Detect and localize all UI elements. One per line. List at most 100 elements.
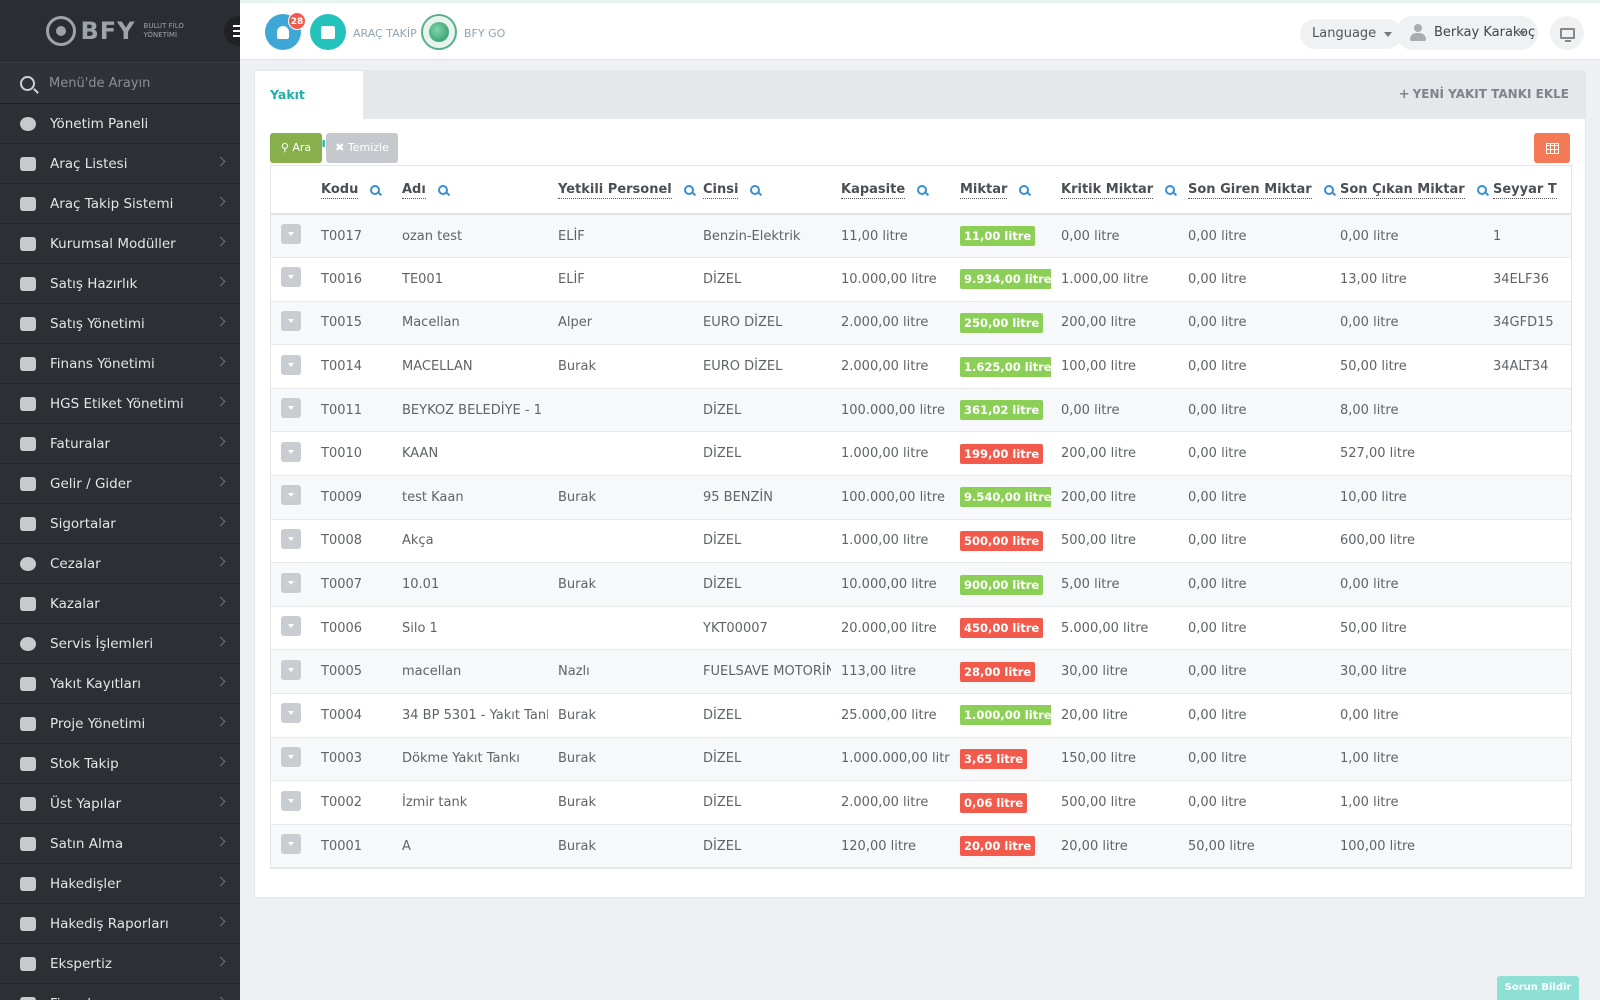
cell-giren: 0,00 litre <box>1178 649 1330 695</box>
expand-row-button[interactable] <box>281 834 301 855</box>
plus-icon: + <box>1398 87 1410 102</box>
sidebar-search[interactable]: Menü'de Arayın <box>0 62 240 104</box>
expand-row-button[interactable] <box>281 616 301 637</box>
clear-button[interactable]: ✖ Temizle <box>326 133 398 163</box>
table-row[interactable]: T0003 Dökme Yakıt Tankı Burak DİZEL 1.000.00… <box>271 737 1571 782</box>
vehicle-tracking-link[interactable]: ARAÇ TAKİP <box>353 27 417 40</box>
table-row[interactable]: T0004 34 BP 5301 - Yakıt Tankı Burak DİZEL 2… <box>271 693 1571 738</box>
column-search-icon[interactable] <box>370 184 381 195</box>
expand-row-button[interactable] <box>281 659 301 680</box>
cell-cikan: 1,00 litre <box>1330 780 1483 825</box>
table-row[interactable]: T0011 BEYKOZ BELEDİYE - 1 DİZEL 100.000,00 … <box>271 388 1571 433</box>
user-menu[interactable]: Berkay Karakoç <box>1396 16 1538 50</box>
expand-row-button[interactable] <box>281 703 301 724</box>
menu-toggle-button[interactable] <box>224 16 240 46</box>
expand-row-button[interactable] <box>281 267 301 288</box>
sidebar-item-9[interactable]: Faturalar <box>0 424 240 464</box>
sidebar-item-15[interactable]: Yakıt Kayıtları <box>0 664 240 704</box>
tab-fuel-tanks[interactable]: Yakıt Tankları <box>255 71 363 150</box>
sidebar-item-10[interactable]: Gelir / Gider <box>0 464 240 504</box>
table-header-cell[interactable]: Miktar <box>950 166 1051 215</box>
expand-row-button[interactable] <box>281 310 301 331</box>
sidebar-item-22[interactable]: Ekspertiz <box>0 944 240 984</box>
column-search-icon[interactable] <box>683 184 694 195</box>
sidebar-item-3[interactable]: Araç Takip Sistemi <box>0 184 240 224</box>
bfy-go-button[interactable] <box>421 14 457 50</box>
table-header-cell[interactable]: Cinsi <box>693 166 831 215</box>
sidebar-item-16[interactable]: Proje Yönetimi <box>0 704 240 744</box>
credit-card-icon <box>20 316 36 331</box>
expand-row-button[interactable] <box>281 572 301 593</box>
sidebar-item-18[interactable]: Üst Yapılar <box>0 784 240 824</box>
sidebar-item-11[interactable]: Sigortalar <box>0 504 240 544</box>
column-search-icon[interactable] <box>1323 184 1334 195</box>
logo[interactable]: BFY BULUT FİLO YÖNETİMİ <box>46 16 193 46</box>
search-button[interactable]: ⚲ Ara <box>270 133 322 163</box>
table-header-cell[interactable]: Son Giren Miktar <box>1178 166 1334 215</box>
columns-button[interactable] <box>1534 133 1570 163</box>
vehicle-tracking-button[interactable] <box>310 14 346 50</box>
column-search-icon[interactable] <box>1165 184 1176 195</box>
table-row[interactable]: T0002 İzmir tank Burak DİZEL 2.000,00 litre 0… <box>271 780 1571 825</box>
chevron-right-icon <box>215 636 226 647</box>
table-row[interactable]: T0005 macellan Nazlı FUELSAVE MOTORİN 113,00… <box>271 649 1571 695</box>
table-row[interactable]: T0009 test Kaan Burak 95 BENZİN 100.000,00 l… <box>271 475 1571 520</box>
column-search-icon[interactable] <box>750 184 761 195</box>
column-search-icon[interactable] <box>437 184 448 195</box>
sidebar-item-2[interactable]: Araç Listesi <box>0 144 240 184</box>
expand-row-button[interactable] <box>281 354 301 375</box>
expand-row-button[interactable] <box>281 224 301 245</box>
sidebar-item-7[interactable]: Finans Yönetimi <box>0 344 240 384</box>
table-header-cell[interactable]: Son Çıkan Miktar <box>1330 166 1487 215</box>
expand-row-button[interactable] <box>281 441 301 462</box>
table-header-cell[interactable]: Seyyar T <box>1483 166 1571 215</box>
table-header-expand <box>271 166 311 215</box>
sidebar-item-8[interactable]: HGS Etiket Yönetimi <box>0 384 240 424</box>
expand-row-button[interactable] <box>281 528 301 549</box>
report-issue-button[interactable]: Sorun Bildir <box>1497 976 1579 1000</box>
column-search-icon[interactable] <box>917 184 928 195</box>
table-row[interactable]: T0016 TE001 ELİF DİZEL 10.000,00 litre 9.934,… <box>271 257 1571 302</box>
expand-row-button[interactable] <box>281 746 301 767</box>
table-row[interactable]: T0014 MACELLAN Burak EURO DİZEL 2.000,00 lit… <box>271 344 1571 389</box>
table-row[interactable]: T0006 Silo 1 YKT00007 20.000,00 litre 450,00… <box>271 606 1571 651</box>
sidebar-item-13[interactable]: Kazalar <box>0 584 240 624</box>
sidebar-item-6[interactable]: Satış Yönetimi <box>0 304 240 344</box>
sidebar-item-23[interactable]: Firmalar <box>0 984 240 1000</box>
sidebar-item-4[interactable]: Kurumsal Modüller <box>0 224 240 264</box>
language-dropdown[interactable]: Language <box>1300 19 1403 49</box>
table-header-cell[interactable]: Adı <box>392 166 548 215</box>
sidebar-item-1[interactable]: Yönetim Paneli <box>0 104 240 144</box>
table-row[interactable]: T0001 A Burak DİZEL 120,00 litre 20,00 litre 2… <box>271 824 1571 868</box>
expand-row-button[interactable] <box>281 790 301 811</box>
sidebar-item-5[interactable]: Satış Hazırlık <box>0 264 240 304</box>
table-header-cell[interactable]: Yetkili Personel <box>548 166 694 215</box>
sidebar-search-input[interactable]: Menü'de Arayın <box>49 75 151 91</box>
sidebar-item-17[interactable]: Stok Takip <box>0 744 240 784</box>
sidebar-menu: Yönetim Paneli Araç Listesi Araç Takip Sis… <box>0 104 240 1000</box>
add-fuel-tank-button[interactable]: + YENİ YAKIT TANKI EKLE <box>1399 87 1569 102</box>
table-row[interactable]: T0015 Macellan Alper EURO DİZEL 2.000,00 lit… <box>271 301 1571 346</box>
column-search-icon[interactable] <box>1476 184 1487 195</box>
table-header-cell[interactable]: Kodu <box>311 166 392 215</box>
cell-kodu: T0014 <box>311 344 392 389</box>
table-row[interactable]: T0008 Akça DİZEL 1.000,00 litre 500,00 litre… <box>271 519 1571 564</box>
table-header-cell[interactable]: Kapasite <box>831 166 950 215</box>
sidebar-item-19[interactable]: Satın Alma <box>0 824 240 864</box>
quantity-badge: 3,65 litre <box>960 748 1028 769</box>
expand-row-button[interactable] <box>281 485 301 506</box>
sidebar-item-21[interactable]: Hakediş Raporları <box>0 904 240 944</box>
table-header-cell[interactable]: Kritik Miktar <box>1051 166 1178 215</box>
sidebar-item-20[interactable]: Hakedişler <box>0 864 240 904</box>
expand-row-button[interactable] <box>281 398 301 419</box>
expand-cell <box>271 562 311 607</box>
table-row[interactable]: T0017 ozan test ELİF Benzin-Elektrik 11,00 l… <box>271 214 1571 259</box>
column-search-icon[interactable] <box>1019 184 1030 195</box>
cell-kritik: 30,00 litre <box>1051 649 1178 695</box>
sidebar-item-12[interactable]: Cezalar <box>0 544 240 584</box>
fullscreen-button[interactable] <box>1550 16 1584 50</box>
table-row[interactable]: T0007 10.01 Burak DİZEL 10.000,00 litre 900,0… <box>271 562 1571 607</box>
bfy-go-link[interactable]: BFY GO <box>464 27 506 40</box>
table-row[interactable]: T0010 KAAN DİZEL 1.000,00 litre 199,00 litre… <box>271 431 1571 477</box>
sidebar-item-14[interactable]: Servis İşlemleri <box>0 624 240 664</box>
